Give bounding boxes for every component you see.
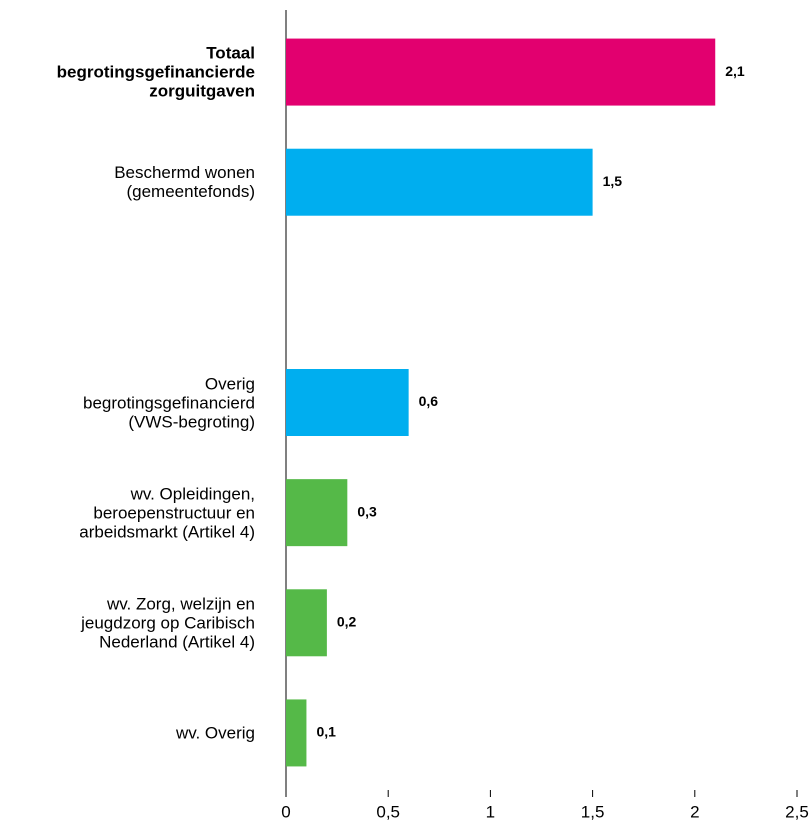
y-tick-label: Overig begrotingsgefinancierd (VWS-begro… — [82, 374, 255, 431]
value-label: 0,2 — [337, 613, 357, 629]
value-label: 0,6 — [419, 393, 439, 409]
x-tick-label: 0,5 — [376, 802, 400, 821]
y-tick-label: wv. Zorg, welzijn en jeugdzorg op Caribi… — [81, 594, 255, 652]
x-tick-label: 2,5 — [785, 802, 809, 821]
x-tick-label: 1 — [486, 802, 495, 821]
value-label: 0,3 — [357, 503, 377, 519]
x-tick-label: 0 — [281, 802, 290, 821]
bar — [286, 699, 307, 767]
bar — [286, 479, 348, 547]
y-tick-label: wv. Overig — [175, 723, 255, 743]
bar — [286, 369, 409, 436]
y-tick-label: Beschermd wonen (gemeentefonds) — [114, 163, 255, 202]
value-label: 1,5 — [603, 173, 623, 189]
x-tick-label: 1,5 — [581, 802, 605, 821]
bar — [286, 38, 716, 106]
value-label: 0,1 — [316, 724, 336, 740]
value-label: 2,1 — [725, 63, 745, 79]
bar — [286, 148, 593, 216]
bar — [286, 589, 327, 657]
y-tick-label: Totaal begrotingsgefinancierde zorguitga… — [56, 43, 255, 101]
x-tick-label: 2 — [690, 802, 699, 821]
y-tick-label: wv. Opleidingen, beroepenstructuur en ar… — [79, 484, 255, 542]
